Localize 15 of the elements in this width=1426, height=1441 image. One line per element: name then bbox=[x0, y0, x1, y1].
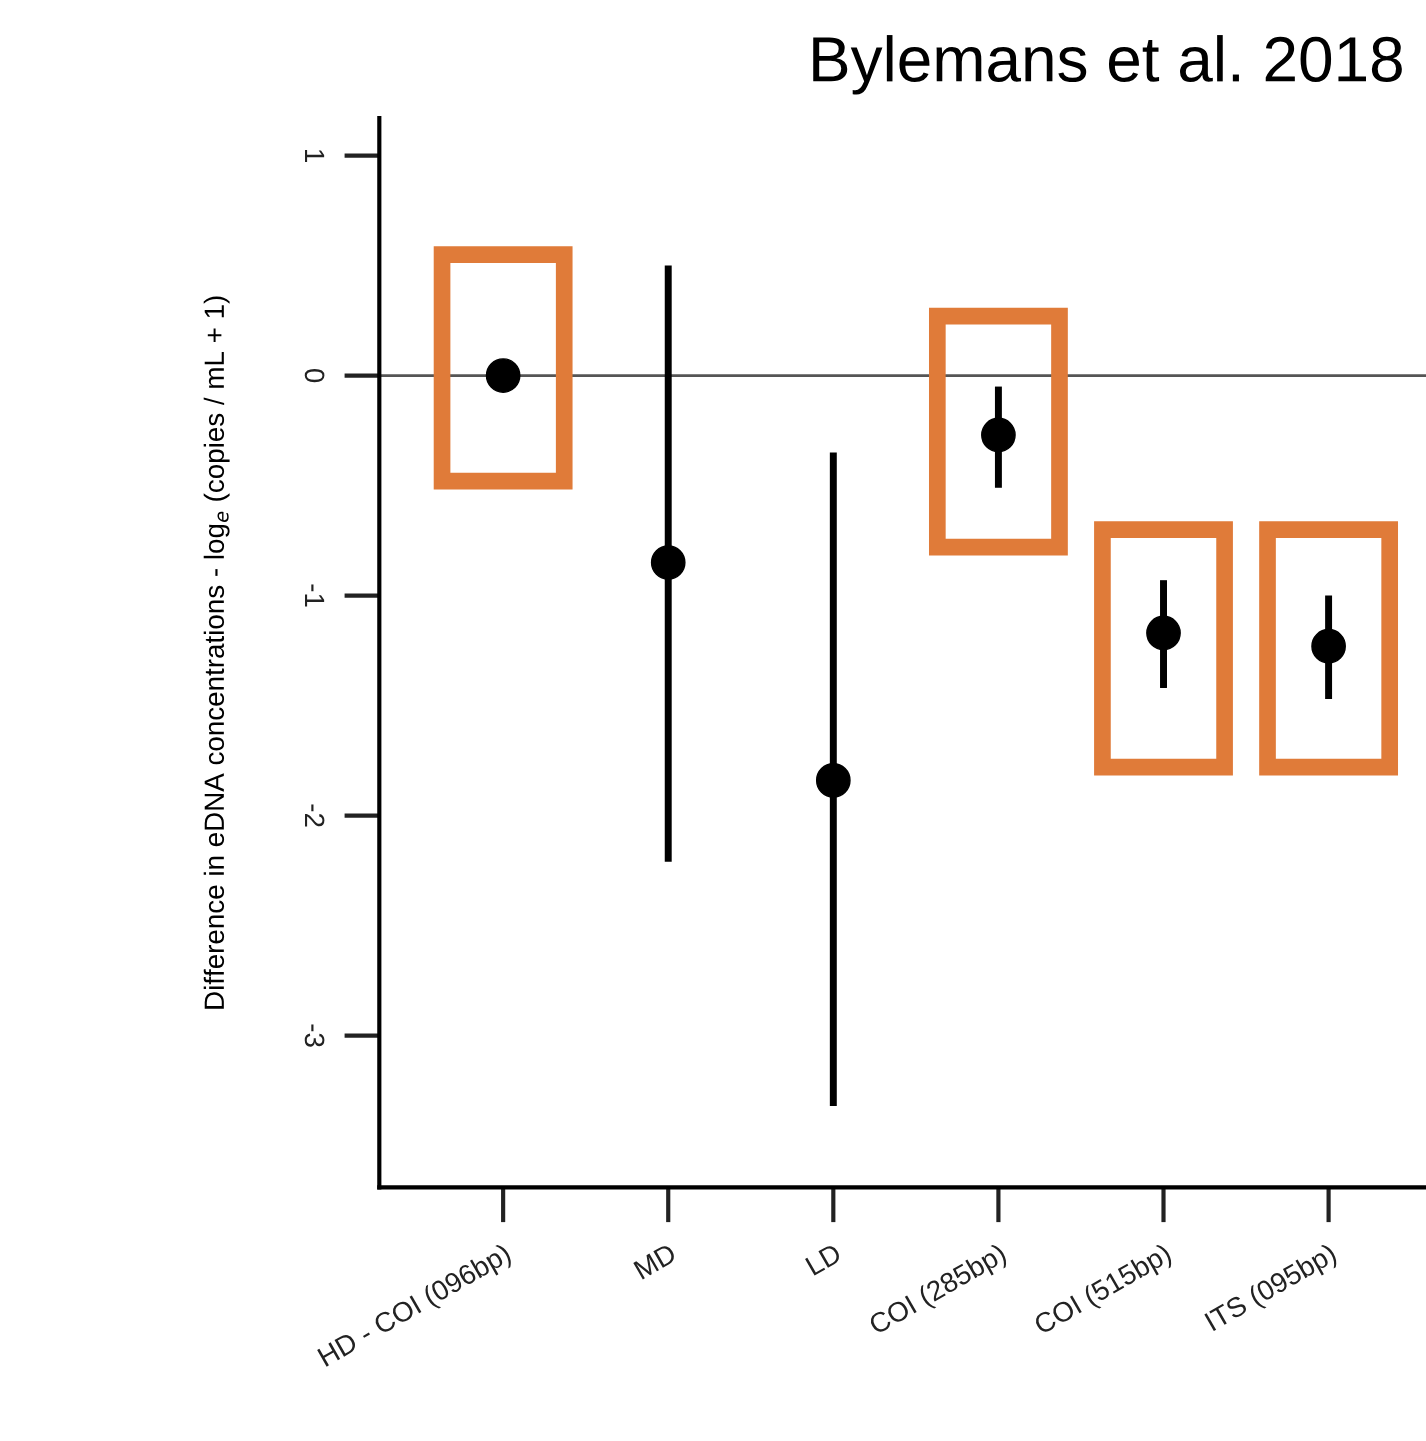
point bbox=[1311, 628, 1346, 664]
x-tick-label: LD bbox=[805, 1243, 843, 1276]
y-tick-label: -3 bbox=[304, 1024, 325, 1047]
point bbox=[650, 545, 686, 580]
point bbox=[1146, 615, 1181, 651]
y-tick-label: -1 bbox=[305, 584, 325, 607]
y-tick-label: -2 bbox=[305, 804, 325, 827]
y-tick-label: 1 bbox=[305, 149, 325, 162]
y-axis-title: Difference in eDNA concentrations - log$_{e}$ (copies / mL + 1) bbox=[203, 296, 230, 1009]
y-tick-label: 0 bbox=[304, 368, 325, 383]
point bbox=[815, 763, 851, 798]
x-tick-label: MD bbox=[633, 1243, 678, 1280]
point bbox=[981, 417, 1016, 453]
chart-title: Bylemans et al. 2018 bbox=[813, 35, 1402, 95]
point bbox=[485, 358, 521, 393]
